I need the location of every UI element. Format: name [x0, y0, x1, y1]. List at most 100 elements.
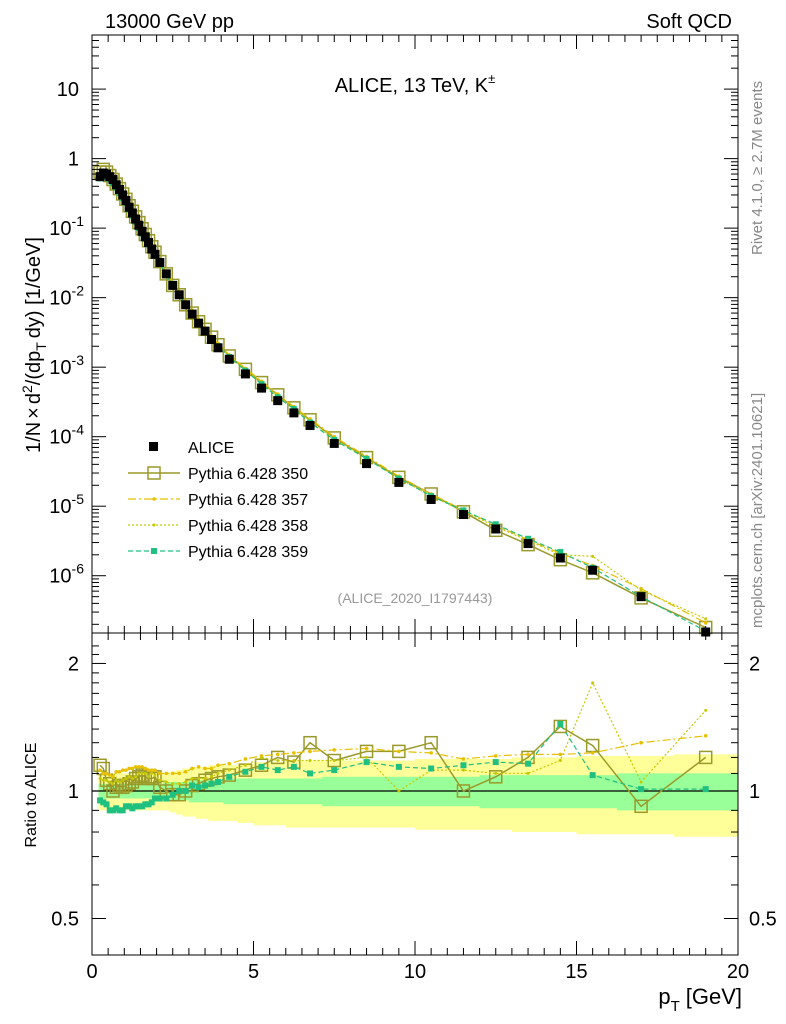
legend-label: Pythia 6.428 357 [188, 492, 308, 509]
ratio-4-point [139, 803, 146, 810]
alice-data-point [111, 180, 121, 190]
ratio-3-point [140, 771, 144, 775]
ratio-4-point [122, 803, 129, 810]
ratio-y-tick-label-right: 1 [749, 781, 760, 803]
ratio-4-point [135, 803, 142, 810]
ratio-3-point [108, 780, 112, 784]
ratio-3-point [137, 771, 141, 775]
ratio-3-point [260, 755, 264, 759]
ratio-3-point [147, 775, 151, 779]
ratio-1-point [489, 770, 503, 784]
ratio-2-point [146, 768, 151, 772]
ratio-3-point [124, 777, 128, 781]
alice-data-point [168, 280, 178, 290]
main-panel-marks [93, 162, 713, 637]
ratio-2-point [127, 766, 131, 771]
ratio-4-point [363, 759, 370, 766]
ratio-3-point [210, 775, 214, 779]
main-panel-axes: 10-6 10-5 10-4 10-3 10-2 10-1 1 10 [49, 34, 739, 633]
ratio-3-point [143, 771, 147, 775]
alice-data-point [155, 258, 165, 268]
series-3-point [704, 617, 708, 621]
alice-data-point [144, 238, 154, 248]
y-tick-label: 10-6 [49, 561, 84, 588]
ratio-2-point [98, 768, 102, 772]
ratio-1-point [254, 758, 269, 773]
alice-data-point [394, 477, 404, 487]
ratio-panel-marks [92, 681, 738, 837]
ratio-4-point [156, 795, 163, 802]
alice-data-point [213, 343, 223, 353]
rivet-label: Rivet 4.1.0, ≥ 2.7M events [749, 81, 766, 255]
ratio-4-point [119, 807, 126, 814]
alice-data-point [161, 269, 171, 279]
ratio-2-point [243, 757, 248, 761]
alice-data-point [181, 300, 191, 310]
ratio-3-point [101, 778, 105, 782]
x-tick-label: 5 [248, 961, 259, 983]
ratio-3-point [704, 708, 708, 712]
x-tick-label: 0 [86, 961, 97, 983]
ratio-4-point [557, 720, 564, 727]
legend-alice-marker [149, 442, 158, 451]
ratio-y-tick-label-right: 2 [749, 653, 760, 675]
ratio-4-point [148, 799, 155, 806]
alice-data-point [636, 592, 646, 602]
ratio-1-point [634, 799, 648, 814]
mcplots-label: mcplots.cern.ch [arXiv:2401.10621] [749, 393, 766, 628]
ratio-4-point [428, 765, 435, 772]
ratio-4-point [290, 763, 297, 770]
ratio-3-point [203, 777, 207, 781]
alice-data-point [240, 369, 250, 379]
ratio-2-point [170, 771, 175, 776]
legend-marker-2 [152, 497, 156, 501]
alice-data-point [224, 354, 234, 364]
ratio-2-point [275, 752, 280, 757]
ratio-3-point [365, 755, 369, 759]
ratio-4-point [702, 786, 709, 793]
y-axis-title: 1/N×d2/(dpTdy) [1/GeV] [19, 237, 49, 453]
ratio-2-point [133, 765, 138, 769]
ratio-2-point [101, 771, 106, 776]
ratio-4-point [169, 791, 176, 798]
x-tick-label: 15 [565, 961, 587, 983]
analysis-watermark: (ALICE_2020_I1797443) [338, 590, 493, 606]
ratio-3-point [197, 777, 201, 781]
ratio-4-point [226, 773, 233, 780]
ratio-4-point [113, 805, 120, 812]
ratio-4-point [106, 807, 113, 814]
ratio-2-point [190, 766, 194, 771]
ratio-4-point [525, 760, 532, 767]
x-axis-title: pT [GeV] [658, 984, 742, 1015]
ratio-3-point [397, 789, 401, 793]
ratio-3-point [158, 778, 162, 782]
ratio-4-point [589, 772, 596, 779]
series-2-point [703, 621, 708, 625]
ratio-3-point [292, 759, 296, 763]
ratio-4-point [116, 807, 123, 814]
ratio-2-point [429, 751, 433, 755]
series-3-point [639, 588, 643, 592]
ratio-4-point [97, 797, 104, 804]
ratio-4-point [638, 786, 645, 793]
series-4-point [363, 455, 370, 462]
header-right: Soft QCD [646, 11, 732, 33]
ratio-3-point [558, 759, 562, 763]
ratio-2-point [639, 740, 643, 745]
ratio-2-point [397, 749, 401, 754]
ratio-2-point [158, 771, 162, 776]
alice-data-point [362, 459, 372, 469]
ratio-2-point [590, 751, 595, 755]
legend-label: Pythia 6.428 358 [188, 518, 308, 535]
ratio-panel: 0.5 0.51 12 20 5 10 15 20 Ratio to ALICE pT [GeV… [23, 632, 777, 1015]
ratio-4-point [307, 770, 314, 777]
legend-marker-1 [147, 466, 161, 480]
y-tick-label: 10-1 [49, 213, 84, 240]
ratio-3-point [114, 778, 118, 782]
alice-data-point [140, 232, 150, 242]
header-left: 13000 GeV pp [105, 11, 234, 33]
alice-data-point [137, 226, 147, 236]
alice-data-point [329, 438, 339, 448]
ratio-1-point [456, 784, 471, 798]
